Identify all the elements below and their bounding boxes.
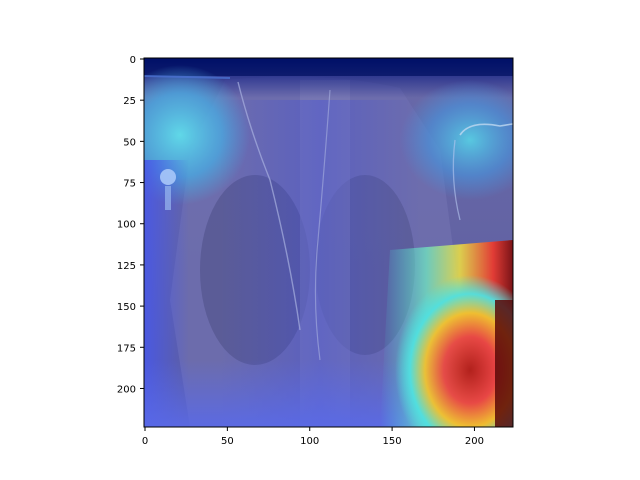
y-tick-label: 125: [117, 261, 136, 272]
x-tick-label: 100: [300, 436, 319, 447]
axes-frame: [143, 57, 514, 428]
y-axis: 0 25 50 75 100 125 150 175 200: [117, 55, 144, 395]
x-tick-label: 150: [383, 436, 402, 447]
x-axis: 0 50 100 150 200: [142, 427, 484, 447]
y-tick-label: 150: [117, 302, 136, 313]
y-tick-label: 200: [117, 384, 136, 395]
y-tick-label: 100: [117, 220, 136, 231]
y-tick-label: 50: [123, 137, 136, 148]
y-tick-label: 75: [123, 179, 136, 190]
y-tick-label: 175: [117, 343, 136, 354]
x-tick-label: 0: [142, 436, 148, 447]
y-tick-label: 0: [130, 55, 136, 66]
x-tick-label: 200: [465, 436, 484, 447]
heatmap-image: [144, 58, 513, 427]
x-tick-label: 50: [221, 436, 234, 447]
y-tick-label: 25: [123, 96, 136, 107]
